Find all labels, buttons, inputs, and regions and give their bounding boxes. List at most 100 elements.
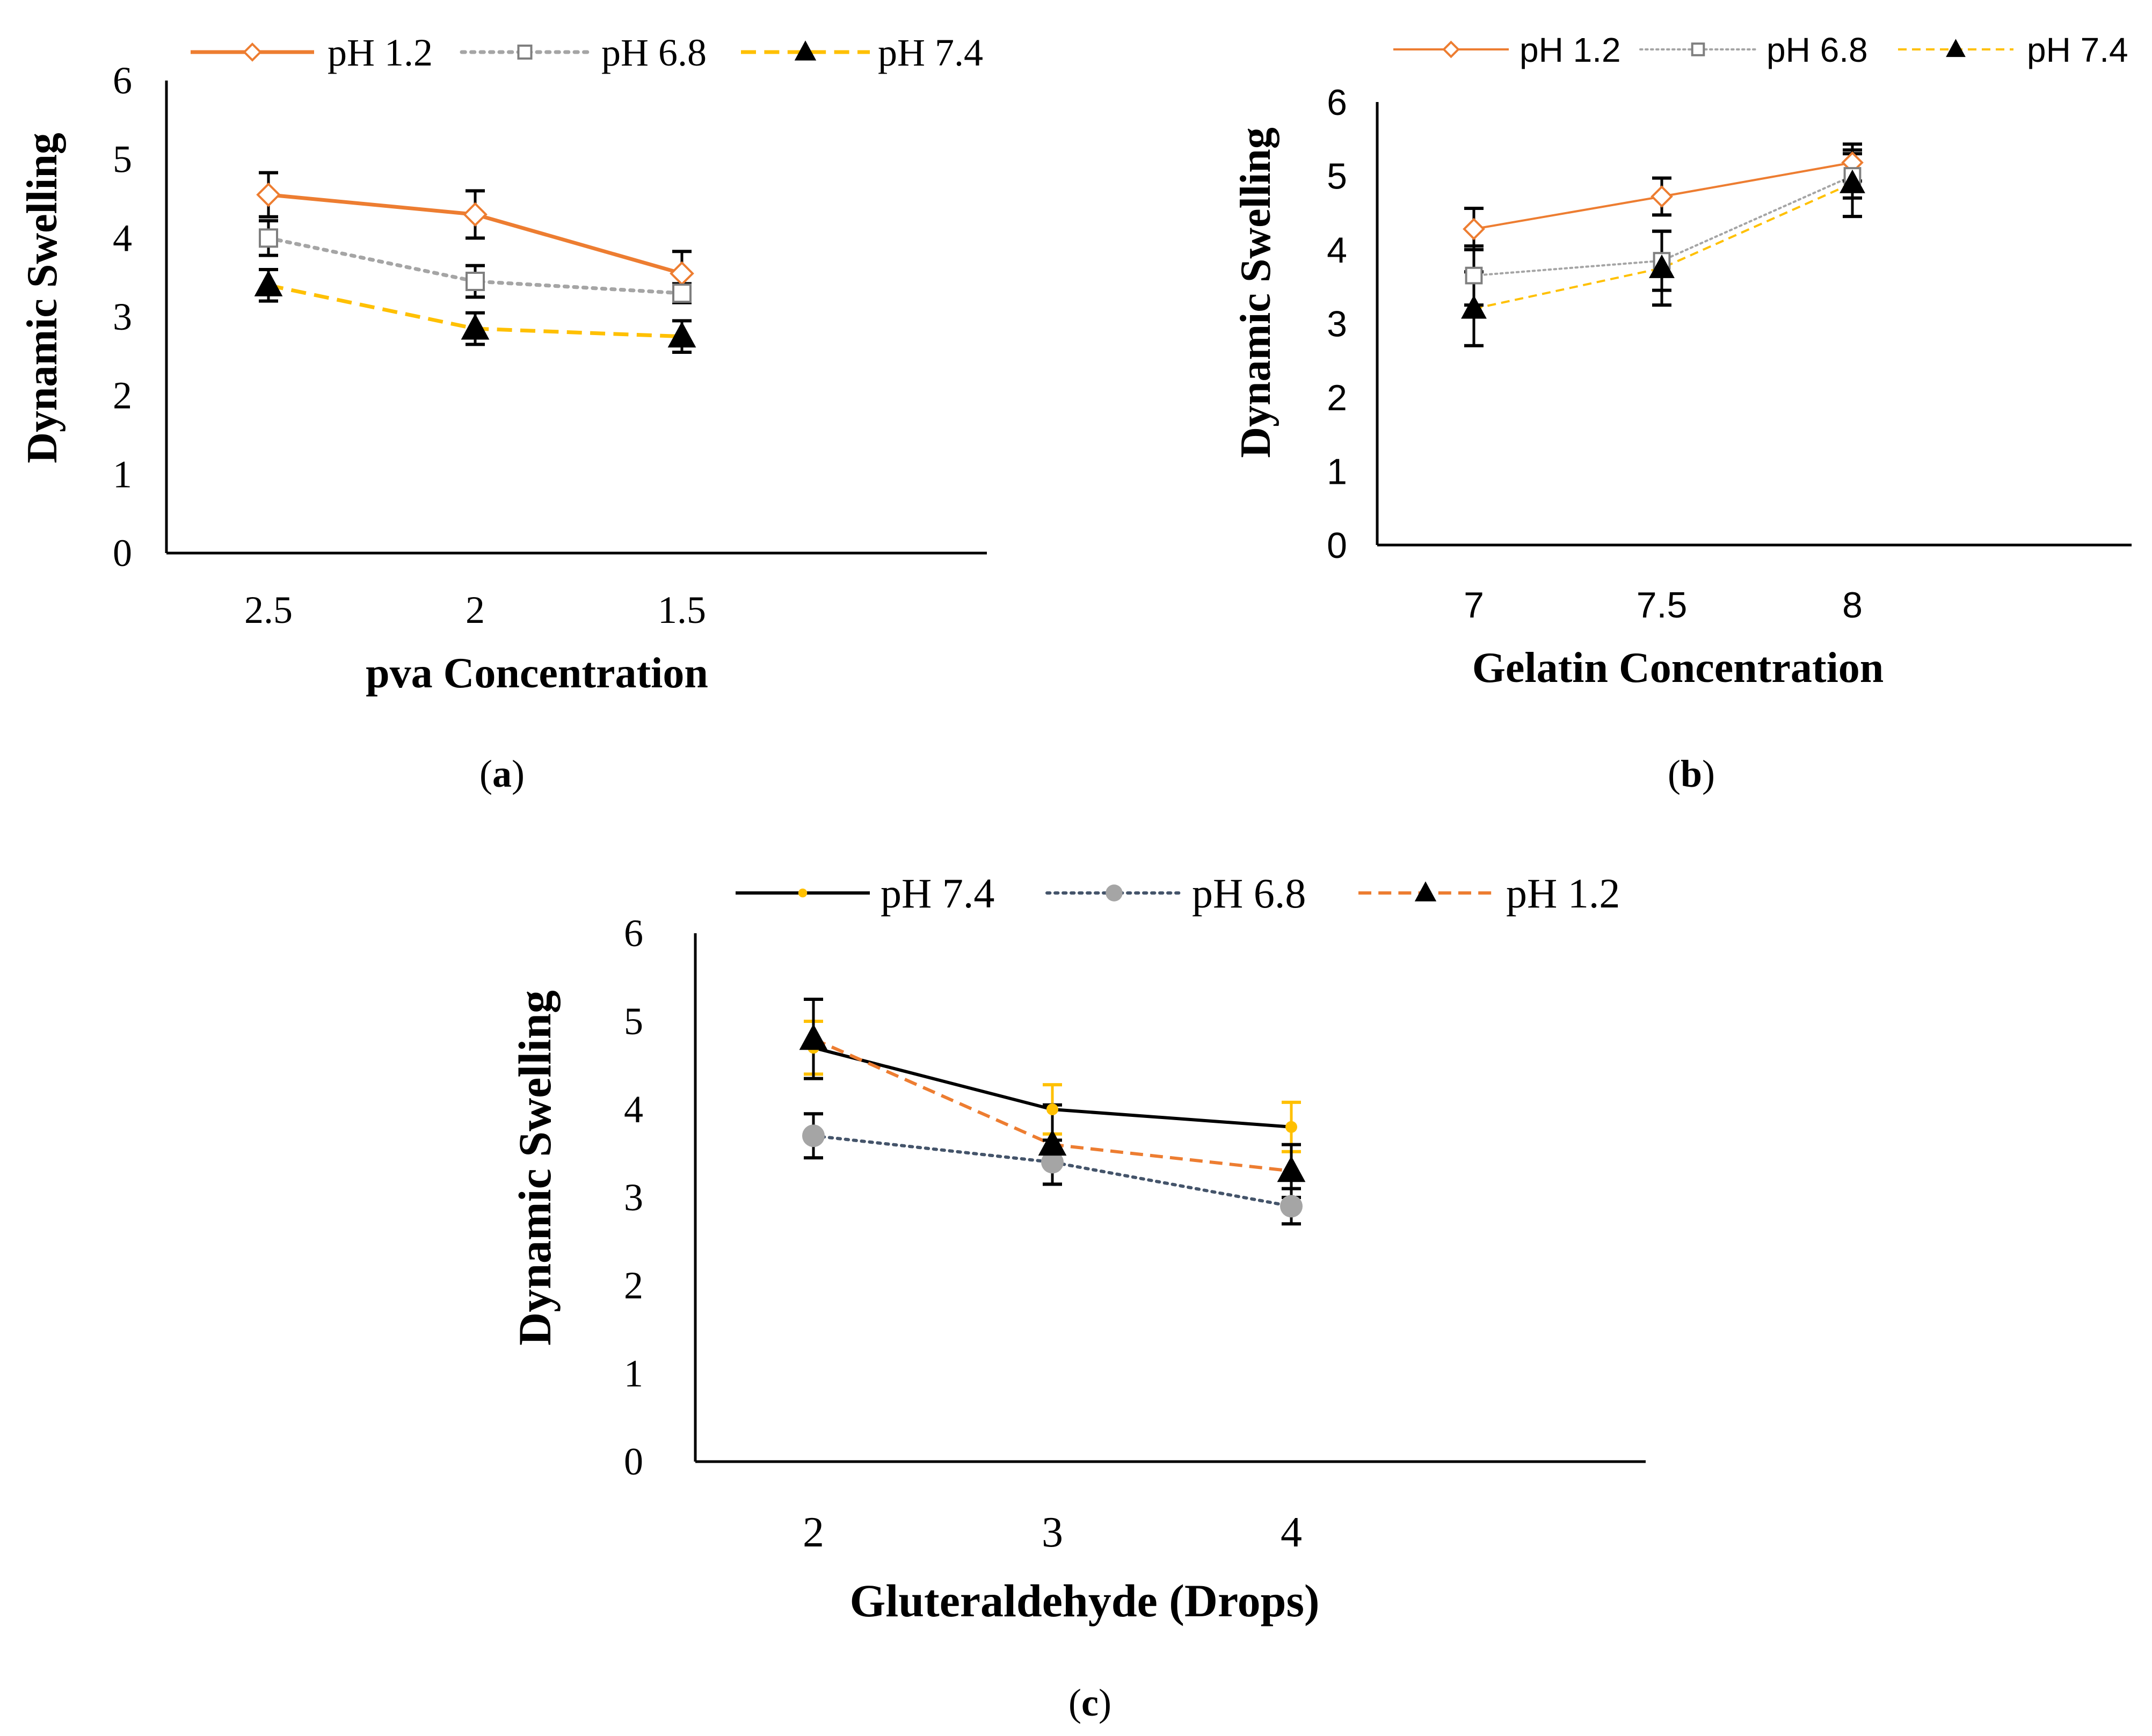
chart-a-y-tick-label: 6 [113,59,132,102]
chart-c-y-tick-label: 4 [624,1088,643,1131]
chart-c-data-point-0 [1285,1121,1297,1133]
chart-b-data-point-2 [1649,254,1675,278]
chart-b-x-tick-label: 8 [1842,585,1863,626]
chart-b-y-tick-label: 3 [1327,304,1347,345]
chart-a-y-tick-label: 1 [113,453,132,496]
chart-b-legend: pH 1.2 pH 6.8 pH 7.4 [1393,31,2128,69]
chart-b-data-point-0 [1463,217,1485,241]
chart-a-caption-letter: a [492,752,512,795]
chart-c-caption: (c) [1068,1681,1111,1724]
chart-a-data-point-2 [667,321,696,348]
chart-a-legend-swatch-0 [191,42,314,62]
chart-b-x-tick-label: 7.5 [1637,585,1688,626]
chart-b-legend-swatch-2 [1898,39,2013,57]
legend-marker [798,888,808,898]
chart-a-data-point-0 [463,202,488,227]
chart-a-legend: pH 1.2 pH 6.8 pH 7.4 [191,31,983,74]
chart-c-x-tick-label: 4 [1281,1509,1302,1556]
chart-c-y-ticks: 0 1 2 3 4 5 6 [624,912,643,1483]
chart-c-caption-letter: c [1081,1681,1099,1724]
chart-c-y-tick-label: 5 [624,1000,643,1043]
chart-c-data-point-2 [1038,1129,1067,1156]
chart-b-legend-swatch-1 [1639,42,1757,56]
chart-c-y-tick-label: 2 [624,1264,643,1307]
chart-c-data-point-1 [802,1124,825,1147]
chart-a-x-ticks: 2.5 2 1.5 [244,589,706,631]
chart-c-x-tick-label: 2 [803,1509,824,1556]
chart-c-x-title: Gluteraldehyde (Drops) [849,1575,1319,1626]
chart-b-plot [1461,142,1865,347]
chart-c-plot [799,998,1306,1226]
chart-b-y-tick-label: 5 [1327,156,1347,197]
chart-c-legend-label-2: pH 1.2 [1506,870,1620,917]
chart-b-y-tick-label: 1 [1327,452,1347,492]
chart-c-legend: pH 7.4 pH 6.8 pH 1.2 [736,870,1620,917]
chart-c-x-ticks: 2 3 4 [803,1509,1302,1556]
chart-b-y-tick-label: 0 [1327,525,1347,566]
chart-b-data-point-2 [1461,295,1487,319]
chart-a-data-point-1 [672,284,692,303]
chart-a-x-title: pva Concentration [366,650,708,697]
legend-marker [1442,40,1460,59]
chart-c-y-title: Dynamic Swelling [509,990,561,1346]
chart-b-data-point-2 [1840,169,1865,193]
chart-c-data-point-2 [799,1023,828,1050]
chart-c: pH 7.4 pH 6.8 pH 1.2 0 1 2 3 4 5 6 2 3 4 Glutera… [509,870,1646,1724]
legend-marker [517,45,533,60]
chart-b-legend-label-1: pH 6.8 [1766,31,1868,69]
chart-b-x-ticks: 7 7.5 8 [1464,585,1863,626]
chart-b-legend-swatch-0 [1393,40,1509,59]
chart-c-data-point-1 [1280,1195,1303,1218]
chart-a-x-tick-label: 2.5 [244,589,293,631]
chart-b-y-title: Dynamic Swelling [1232,127,1279,458]
chart-c-legend-swatch-2 [1358,881,1493,902]
chart-b-y-ticks: 0 1 2 3 4 5 6 [1327,82,1347,566]
chart-c-legend-label-0: pH 7.4 [881,870,994,917]
legend-marker [1691,42,1705,56]
chart-a-x-tick-label: 1.5 [658,589,706,631]
chart-b-y-tick-label: 2 [1327,377,1347,418]
chart-c-y-tick-label: 1 [624,1352,643,1395]
chart-a-caption: (a) [479,752,525,795]
chart-b-data-point-1 [1465,266,1483,285]
chart-a-y-ticks: 0 1 2 3 4 5 6 [113,59,132,575]
chart-c-legend-swatch-0 [736,888,870,898]
chart-c-data-point-2 [1277,1156,1306,1182]
chart-a-x-tick-label: 2 [466,589,485,631]
chart-a-legend-label-0: pH 1.2 [328,31,433,74]
chart-b-caption: (b) [1668,752,1715,795]
chart-a-y-tick-label: 4 [113,216,132,259]
chart-c-data-point-0 [1046,1103,1058,1115]
chart-c-y-tick-label: 3 [624,1176,643,1219]
legend-marker [1946,39,1966,57]
chart-a-y-tick-label: 0 [113,532,132,575]
legend-marker [243,42,262,62]
chart-a-y-title: Dynamic Swelling [19,133,66,463]
chart-b-y-tick-label: 6 [1327,82,1347,123]
chart-b-x-tick-label: 7 [1464,585,1484,626]
chart-a-data-point-1 [259,228,278,248]
chart-b-data-point-0 [1651,185,1673,208]
chart-b-caption-letter: b [1681,752,1702,795]
chart-a-data-point-0 [256,182,281,207]
chart-b-legend-label-2: pH 7.4 [2027,31,2128,69]
legend-marker [794,40,817,61]
chart-c-data-point-1 [1041,1151,1064,1174]
chart-b-y-tick-label: 4 [1327,230,1347,271]
chart-a-y-tick-label: 2 [113,374,132,417]
chart-a-legend-label-1: pH 6.8 [601,31,707,74]
chart-b-legend-label-0: pH 1.2 [1520,31,1621,69]
chart-b-series-line-2 [1473,182,1853,310]
chart-a-legend-swatch-1 [460,45,590,60]
chart-c-y-tick-label: 0 [624,1440,643,1483]
legend-marker [1414,881,1437,902]
chart-a-data-point-2 [461,313,490,340]
chart-a-legend-swatch-2 [741,40,870,61]
chart-c-y-tick-label: 6 [624,912,643,955]
chart-c-legend-label-1: pH 6.8 [1192,870,1306,917]
chart-a-y-tick-label: 3 [113,295,132,338]
chart-a-legend-label-2: pH 7.4 [878,31,983,74]
chart-a: pH 1.2 pH 6.8 pH 7.4 0 1 2 3 4 5 6 2.5 2 1.5 pva… [19,31,987,795]
chart-a-data-point-1 [466,272,485,291]
legend-marker [1106,884,1123,902]
